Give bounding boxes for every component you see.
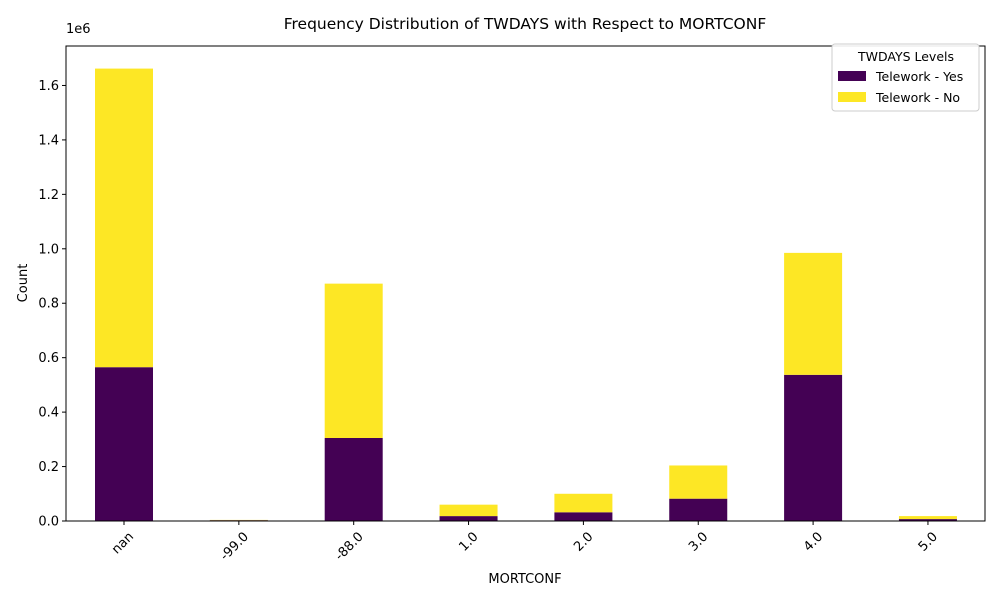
bar-yes-6 bbox=[784, 374, 843, 521]
y-tick-label: 1.4 bbox=[38, 133, 59, 148]
y-axis-label: Count bbox=[16, 264, 31, 303]
chart-title: Frequency Distribution of TWDAYS with Re… bbox=[284, 15, 767, 33]
legend-title: TWDAYS Levels bbox=[857, 49, 954, 64]
y-tick-label: 1.0 bbox=[38, 242, 59, 257]
y-ticks-group: 0.0 0.2 0.4 0.6 0.8 1.0 1.2 1.4 1.6 bbox=[38, 79, 66, 530]
y-axis-offset-label: 1e6 bbox=[66, 22, 91, 37]
bar-no-3 bbox=[439, 504, 498, 517]
bar-no-6 bbox=[784, 252, 843, 375]
y-tick-label: 0.8 bbox=[38, 297, 59, 312]
y-tick-label: 1.6 bbox=[38, 79, 59, 94]
bar-yes-4 bbox=[554, 512, 613, 521]
x-axis-label: MORTCONF bbox=[488, 572, 561, 587]
plot-frame bbox=[65, 45, 986, 522]
legend-swatch-no bbox=[838, 92, 866, 102]
y-tick-label: 0.2 bbox=[38, 460, 59, 475]
legend-swatch-yes bbox=[838, 71, 866, 81]
bar-yes-5 bbox=[669, 498, 728, 521]
legend-box bbox=[831, 43, 980, 112]
bar-no-7 bbox=[898, 516, 957, 520]
y-tick-label: 0.4 bbox=[38, 406, 59, 421]
bar-yes-0 bbox=[95, 367, 153, 521]
legend: TWDAYS Levels Telework - Yes Telework - N… bbox=[831, 43, 980, 112]
y-tick-label: 1.2 bbox=[38, 188, 59, 203]
bar-yes-3 bbox=[439, 516, 498, 521]
legend-label-no: Telework - No bbox=[875, 90, 960, 105]
bar-no-0 bbox=[95, 68, 153, 368]
bar-no-2 bbox=[324, 283, 383, 438]
bar-yes-2 bbox=[324, 437, 383, 521]
bar-no-5 bbox=[669, 465, 728, 499]
y-tick-label: 0.0 bbox=[38, 515, 59, 530]
bars-group bbox=[95, 68, 957, 521]
legend-items: Telework - Yes Telework - No bbox=[838, 69, 963, 105]
bar-yes-7 bbox=[898, 519, 957, 521]
legend-label-yes: Telework - Yes bbox=[875, 69, 963, 84]
y-tick-label: 0.6 bbox=[38, 351, 59, 366]
bar-no-4 bbox=[554, 493, 613, 513]
